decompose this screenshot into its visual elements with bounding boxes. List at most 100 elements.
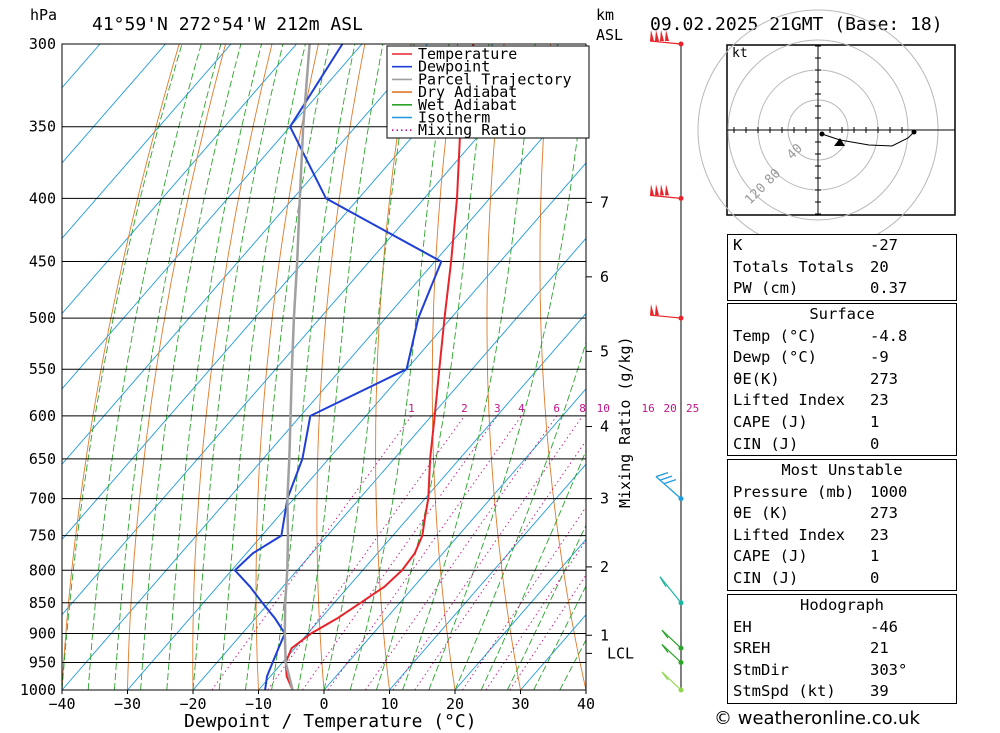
height-tick-label: 4: [600, 418, 609, 436]
wind-barb-feather: [659, 475, 673, 481]
x-tick-label: 10: [380, 695, 398, 713]
table-row: StmSpd (kt) 39: [733, 682, 889, 701]
most-unstable-table: Most Unstable Pressure (mb) 1000 θE (K) 27…: [727, 459, 957, 591]
wind-barbs: [649, 30, 684, 693]
pressure-tick-label: 550: [29, 360, 56, 378]
table-row: CIN (J) 0: [733, 568, 880, 587]
indices-table: K -27 Totals Totals 20 PW (cm) 0.37: [727, 234, 957, 301]
table-row: Lifted Index 23: [733, 525, 889, 544]
mixing-ratio-line: [327, 415, 522, 690]
hodograph-table: Hodograph EH -46 SREH 21 StmDir 303° StmSpd…: [727, 594, 957, 704]
wind-barb-pennant: [655, 184, 659, 196]
wet-adiabat-line: [506, 524, 586, 690]
legend-label: Dewpoint: [418, 58, 490, 76]
x-tick-label: −30: [114, 695, 141, 713]
wind-barb-staff: [661, 671, 682, 691]
wind-barb-pennant: [655, 30, 659, 41]
pressure-tick-label: 400: [29, 189, 56, 207]
dry-adiabat-line: [62, 44, 180, 690]
pressure-tick-label: 300: [29, 35, 56, 53]
height-tick-label: 3: [600, 490, 609, 508]
wind-barb-staff: [655, 476, 682, 500]
isotherm-line: [62, 86, 586, 690]
hodograph-start-dot: [819, 131, 825, 137]
wind-barb-feather: [661, 671, 669, 681]
isotherm-line: [62, 44, 297, 315]
pressure-tick-label: 500: [29, 309, 56, 327]
sounding-profiles: [233, 44, 475, 690]
wind-barb-staff: [649, 314, 682, 319]
wind-barb-staff: [661, 629, 682, 649]
pressure-tick-label: 350: [29, 118, 56, 136]
mixing-ratio-axis-title: Mixing Ratio (g/kg): [616, 336, 634, 508]
table-row: θE(K) 273: [733, 369, 898, 388]
storm-motion-marker: [834, 138, 845, 146]
mixing-ratio-label: 6: [553, 402, 560, 415]
legend-label: Dry Adiabat: [418, 83, 517, 101]
wind-barb-feather: [659, 576, 667, 588]
wind-barb-pennant: [660, 30, 664, 41]
pressure-tick-label: 800: [29, 561, 56, 579]
wet-adiabat-line: [349, 44, 450, 690]
wet-adiabat-line: [192, 44, 284, 690]
wind-barb-pennant: [650, 304, 654, 316]
location-title: 41°59'N 272°54'W 212m ASL: [92, 14, 363, 35]
wind-barb-staff: [659, 576, 682, 604]
mixing-ratio-label: 16: [642, 402, 655, 415]
datetime-title: 09.02.2025 21GMT (Base: 18): [650, 14, 943, 35]
mixing-ratio-labels: 1 2 3 4 6 8 10 16 20 25: [408, 402, 699, 415]
pressure-tick-label: 450: [29, 253, 56, 271]
isotherm-line: [323, 388, 586, 690]
wet-adiabat-line: [533, 585, 586, 690]
mixing-ratio-label: 25: [686, 402, 699, 415]
dry-adiabat-line: [431, 44, 459, 690]
wind-barb-pennant: [660, 184, 664, 196]
isotherm-line: [127, 162, 586, 690]
hodograph-unit-label: kt: [732, 46, 748, 61]
credit-link[interactable]: © weatheronline.co.uk: [714, 708, 920, 729]
wind-barb-feather: [663, 479, 677, 485]
wind-barb-pennant: [650, 30, 654, 41]
dry-adiabat-line: [192, 44, 273, 690]
wet-adiabat-line: [297, 44, 384, 690]
isotherm-line: [62, 44, 166, 164]
wet-adiabat-line: [113, 44, 222, 690]
wind-barb-pennant: [655, 304, 659, 316]
mixing-ratio-line: [485, 539, 586, 690]
x-tick-label: 0: [319, 695, 328, 713]
dry-adiabat-line: [641, 44, 717, 690]
legend-label: Temperature: [418, 45, 517, 63]
x-tick-label: −10: [245, 695, 272, 713]
table-row: K -27: [733, 236, 898, 254]
dry-adiabat-line: [127, 44, 227, 690]
isotherm-line: [62, 44, 232, 239]
height-tick-label: 1: [600, 626, 609, 644]
table-row: Pressure (mb) 1000: [733, 482, 908, 501]
wind-barb-staff: [649, 40, 682, 45]
legend-label: Wet Adiabat: [418, 96, 517, 114]
legend-label: Isotherm: [418, 109, 490, 127]
mixing-ratio-label: 3: [494, 402, 501, 415]
dewpoint-profile: [233, 44, 443, 690]
pressure-tick-label: 900: [29, 624, 56, 642]
table-row: CIN (J) 0: [733, 434, 880, 453]
pressure-tick-label: 700: [29, 490, 56, 508]
x-tick-label: 40: [577, 695, 595, 713]
surface-table: Surface Temp (°C) -4.8 Dewp (°C) -9 θE(K) 2…: [727, 303, 957, 457]
surface-table-title: Surface: [809, 305, 875, 323]
x-tick-label: −40: [48, 695, 75, 713]
legend-label: Mixing Ratio: [418, 121, 526, 139]
height-tick-label: 2: [600, 558, 609, 576]
pressure-tick-label: 750: [29, 527, 56, 545]
wind-barb-feather: [655, 472, 669, 478]
wind-barb-pennant: [665, 30, 669, 41]
dry-adiabat-line: [375, 44, 412, 690]
wet-adiabat-line: [428, 62, 586, 690]
mixing-ratio-label: 8: [579, 402, 586, 415]
plot-frame: [61, 43, 587, 691]
wind-barb-staff: [661, 644, 682, 663]
wind-barb-feather: [661, 644, 669, 653]
pressure-unit-label: hPa: [30, 6, 57, 24]
